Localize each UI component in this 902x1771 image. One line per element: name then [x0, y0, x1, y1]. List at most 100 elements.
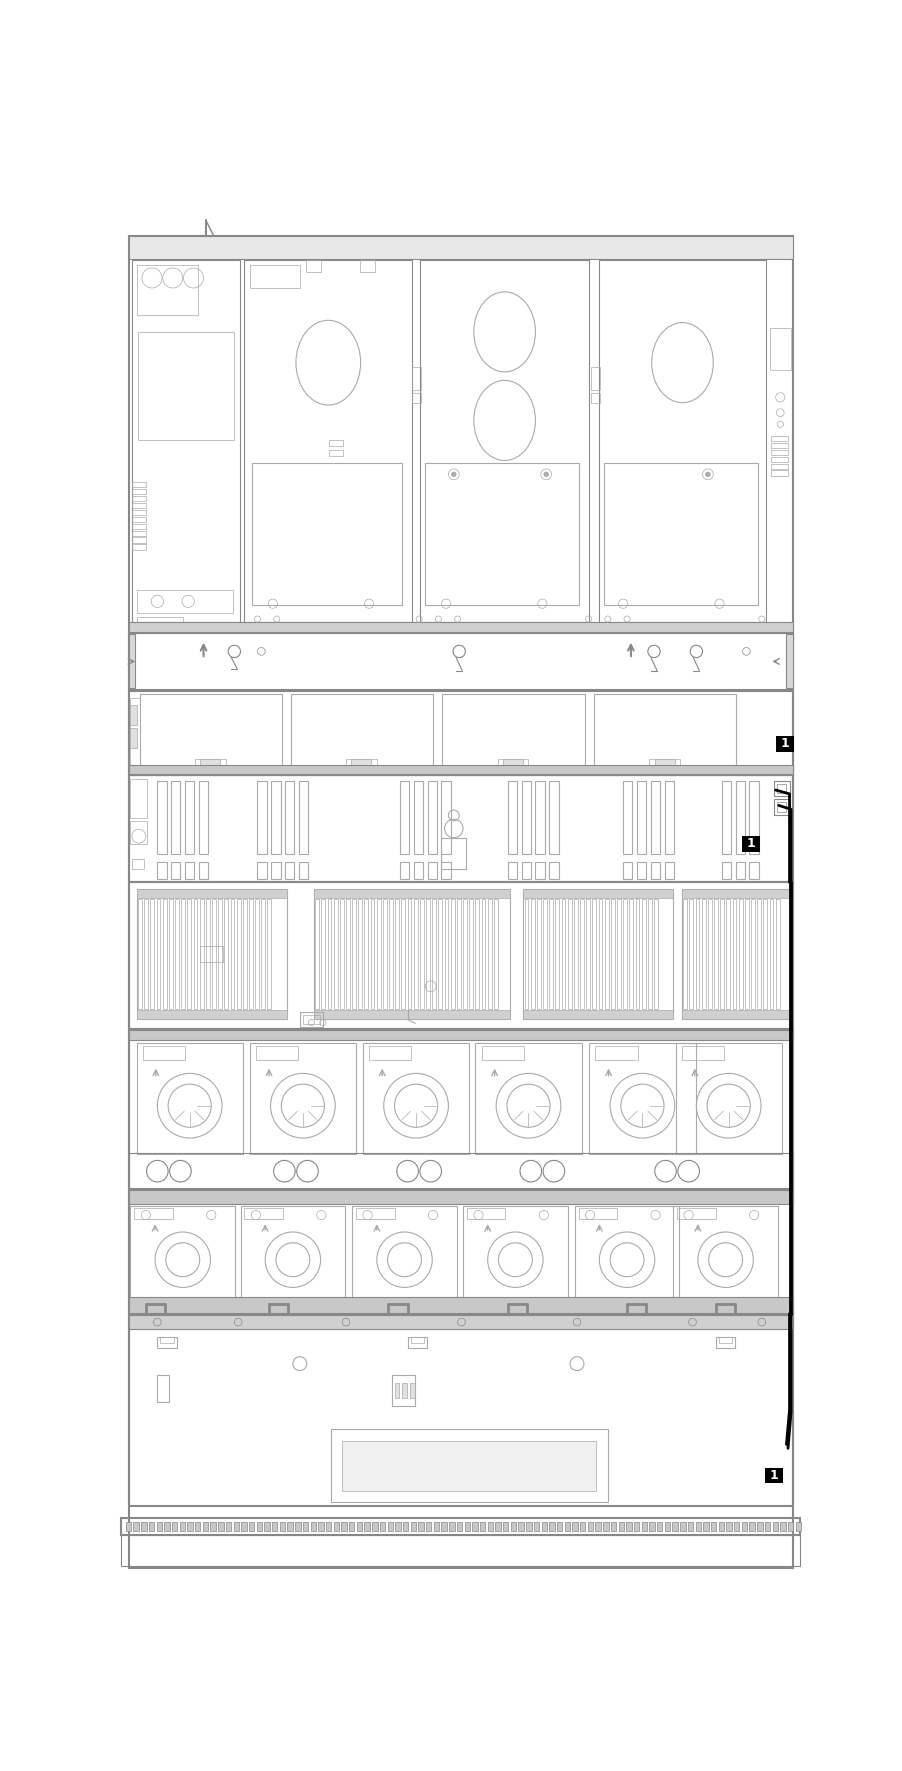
Circle shape: [544, 473, 548, 476]
Bar: [611, 898, 615, 1009]
Bar: [131, 698, 140, 767]
Bar: [511, 1521, 516, 1530]
Bar: [132, 544, 146, 549]
Bar: [682, 889, 789, 898]
Bar: [185, 862, 194, 878]
Bar: [132, 489, 146, 494]
Bar: [129, 622, 793, 632]
Bar: [426, 462, 579, 606]
Bar: [129, 1190, 793, 1314]
Bar: [750, 781, 759, 854]
Bar: [599, 898, 603, 1009]
Bar: [410, 1383, 415, 1399]
Bar: [171, 781, 180, 854]
Bar: [242, 1521, 246, 1530]
Bar: [556, 898, 559, 1009]
Bar: [132, 524, 146, 530]
Bar: [241, 1206, 345, 1298]
Bar: [715, 1337, 735, 1348]
Bar: [438, 898, 442, 1009]
Bar: [595, 1045, 638, 1059]
Bar: [543, 898, 547, 1009]
Bar: [185, 781, 194, 854]
Bar: [774, 781, 789, 797]
Bar: [549, 781, 558, 854]
Bar: [171, 862, 180, 878]
Bar: [212, 898, 216, 1009]
Bar: [218, 1521, 224, 1530]
Bar: [739, 898, 742, 1009]
Bar: [611, 1521, 616, 1530]
Bar: [588, 1521, 594, 1530]
Bar: [331, 1429, 608, 1502]
Bar: [200, 760, 220, 765]
Bar: [655, 760, 675, 765]
Bar: [402, 1383, 407, 1399]
Bar: [188, 898, 191, 1009]
Bar: [341, 1521, 346, 1530]
Bar: [401, 898, 405, 1009]
Bar: [410, 1337, 424, 1342]
Bar: [534, 1521, 539, 1530]
Bar: [199, 781, 208, 854]
Bar: [480, 1521, 485, 1530]
Bar: [395, 1521, 400, 1530]
Bar: [206, 898, 210, 1009]
Bar: [129, 1029, 793, 1190]
Bar: [199, 898, 204, 1009]
Circle shape: [452, 473, 456, 476]
Bar: [521, 862, 530, 878]
Bar: [750, 1521, 755, 1530]
Bar: [445, 898, 448, 1009]
Circle shape: [705, 473, 710, 476]
Bar: [383, 898, 387, 1009]
Bar: [654, 898, 658, 1009]
Bar: [314, 889, 510, 1020]
Bar: [285, 781, 294, 854]
Bar: [682, 1009, 789, 1020]
Bar: [589, 1043, 695, 1155]
Bar: [249, 1521, 254, 1530]
Bar: [408, 898, 411, 1009]
Bar: [778, 785, 787, 793]
Bar: [441, 781, 451, 854]
Bar: [557, 1521, 562, 1530]
Bar: [327, 898, 331, 1009]
Bar: [395, 898, 400, 1009]
Bar: [665, 781, 674, 854]
Bar: [226, 1521, 231, 1530]
Bar: [243, 898, 246, 1009]
Text: 1: 1: [780, 737, 789, 751]
Bar: [774, 799, 789, 815]
Bar: [457, 1521, 462, 1530]
Bar: [329, 439, 343, 446]
Bar: [285, 862, 294, 878]
Bar: [133, 1521, 139, 1530]
Bar: [132, 517, 146, 522]
Bar: [648, 898, 651, 1009]
Bar: [503, 760, 523, 765]
Bar: [129, 1153, 793, 1188]
Bar: [773, 1521, 778, 1530]
Bar: [432, 898, 436, 1009]
Text: 1: 1: [747, 838, 755, 850]
Bar: [771, 471, 788, 476]
Bar: [388, 1521, 393, 1530]
Bar: [249, 898, 253, 1009]
Bar: [410, 1521, 416, 1530]
Bar: [380, 1521, 385, 1530]
Bar: [641, 1521, 647, 1530]
Bar: [132, 260, 240, 622]
Bar: [711, 1521, 716, 1530]
Bar: [188, 1521, 193, 1530]
Bar: [303, 1015, 320, 1024]
Bar: [521, 781, 530, 854]
Bar: [523, 889, 673, 1020]
Bar: [326, 1521, 331, 1530]
Bar: [778, 802, 787, 811]
Bar: [250, 1043, 356, 1155]
Bar: [414, 862, 423, 878]
Bar: [195, 1521, 200, 1530]
Bar: [537, 898, 541, 1009]
Bar: [199, 862, 208, 878]
